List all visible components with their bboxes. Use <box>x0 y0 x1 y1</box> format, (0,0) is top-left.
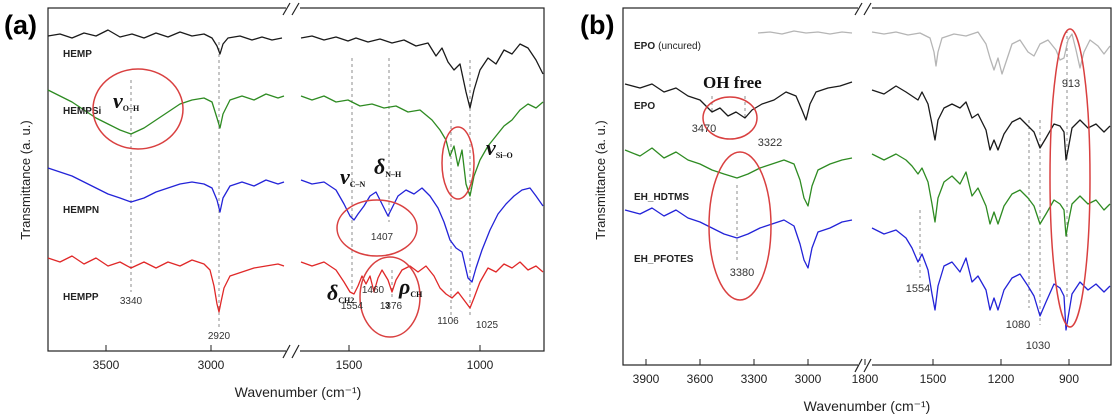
series-label-HEMPN: HEMPN <box>63 205 99 216</box>
peak-label-913: 913 <box>1062 78 1080 90</box>
peak-label-3380: 3380 <box>730 267 754 279</box>
series-label-EH_HDTMS: EH_HDTMS <box>634 192 689 203</box>
panel-a: (a) 3500 3000 1500 1000 Wavenumber (cm⁻¹… <box>4 2 545 400</box>
series-line-EH_PFOTES <box>624 207 1111 331</box>
tick-label: 1800 <box>852 372 879 386</box>
panel-b-peak-labels: 3470 3322 3380 1554 1080 1030 913 <box>692 78 1080 352</box>
panel-a-axis-break <box>282 2 300 359</box>
panel-a-tick-labels: 3500 3000 1500 1000 <box>93 358 494 372</box>
tick-label: 1500 <box>336 358 363 372</box>
peak-label-1554: 1554 <box>906 283 930 295</box>
panel-a-band-labels: νO–H νC–N δN–H νSi–O δCH2 ρCH 3 <box>113 88 513 310</box>
series-label-EH_PFOTES: EH_PFOTES <box>634 254 694 265</box>
peak-label-1376: 1376 <box>380 301 403 312</box>
series-line-EH_HDTMS <box>624 147 1111 237</box>
series-line-EPO-uncured <box>757 30 1111 75</box>
tick-label: 3900 <box>633 372 660 386</box>
highlight-3380 <box>708 151 772 301</box>
peak-label-2920: 2920 <box>208 331 231 342</box>
series-label-HEMP: HEMP <box>63 49 92 60</box>
panel-a-x-axis-label: Wavenumber (cm⁻¹) <box>235 384 362 400</box>
panel-b-series-labels: EPO (uncured) EPO EH_HDTMS EH_PFOTES <box>634 41 701 265</box>
panel-b-x-axis-label: Wavenumber (cm⁻¹) <box>804 398 931 414</box>
panel-b-frame <box>622 7 1112 366</box>
band-label-nh: δN–H <box>374 154 402 179</box>
panel-a-spectra <box>47 29 544 313</box>
tick-label: 1000 <box>467 358 494 372</box>
band-label-ch2: δCH2 <box>327 280 354 305</box>
tick-label: 3300 <box>741 372 768 386</box>
highlight-ch-region <box>359 256 421 338</box>
panel-b: (b) 3900 3600 3300 3000 1800 1500 <box>580 2 1112 414</box>
series-label-HEMPSi: HEMPSi <box>63 106 102 117</box>
tick-label: 3600 <box>687 372 714 386</box>
panel-b-ticks <box>645 359 1070 365</box>
panel-a-highlights <box>92 68 475 338</box>
peak-label-1080: 1080 <box>1006 319 1030 331</box>
series-label-HEMPP: HEMPP <box>63 292 99 303</box>
highlight-cn-nh <box>336 199 418 257</box>
band-label-sio: νSi–O <box>486 135 513 160</box>
panel-b-guides <box>711 30 1068 325</box>
peak-label-3322: 3322 <box>758 137 782 149</box>
panel-b-highlights <box>702 28 1091 328</box>
tick-label: 3500 <box>93 358 120 372</box>
highlight-oh-free <box>702 96 758 140</box>
panel-b-tick-labels: 3900 3600 3300 3000 1800 1500 1200 900 <box>633 372 1080 386</box>
panel-a-series-labels: HEMP HEMPSi HEMPN HEMPP <box>63 49 102 303</box>
tick-label: 900 <box>1059 372 1079 386</box>
tick-label: 3000 <box>198 358 225 372</box>
panel-b-axis-break <box>854 2 872 373</box>
series-line-HEMP <box>47 29 544 109</box>
series-line-EPO <box>624 81 1111 161</box>
annotation-oh-free: OH free <box>703 73 762 92</box>
series-line-HEMPN <box>47 167 544 283</box>
highlight-913 <box>1049 28 1091 328</box>
tick-label: 1200 <box>988 372 1015 386</box>
band-label-oh: νO–H <box>113 88 140 113</box>
peak-label-1554: 1554 <box>341 301 364 312</box>
band-label-ch3: ρCH <box>398 274 423 299</box>
series-label-EPO: EPO <box>634 101 655 112</box>
panel-a-label: (a) <box>4 10 37 40</box>
peak-label-1030: 1030 <box>1026 340 1050 352</box>
panel-b-spectra <box>624 30 1111 331</box>
peak-label-1407: 1407 <box>371 232 394 243</box>
highlight-sio <box>441 126 475 200</box>
series-label-EPO-uncured: EPO (uncured) <box>634 41 701 52</box>
series-line-HEMPP <box>47 255 544 313</box>
peak-label-3470: 3470 <box>692 123 716 135</box>
highlight-oh-stretch <box>92 68 184 150</box>
panel-b-label: (b) <box>580 10 614 40</box>
panel-a-peak-labels: 3340 2920 1554 1460 1376 1106 1025 1407 <box>120 232 499 342</box>
band-label-cn: νC–N <box>340 164 366 189</box>
panel-b-y-axis-label: Transmittance (a. u.) <box>593 120 608 239</box>
tick-label: 3000 <box>795 372 822 386</box>
band-label-ch3-subscript: 3 <box>385 301 390 310</box>
peak-label-1106: 1106 <box>437 316 459 327</box>
peak-label-1460: 1460 <box>362 285 385 296</box>
tick-label: 1500 <box>920 372 947 386</box>
panel-a-ticks <box>105 345 481 351</box>
peak-label-3340: 3340 <box>120 296 143 307</box>
peak-label-1025: 1025 <box>476 320 499 331</box>
panel-a-y-axis-label: Transmittance (a. u.) <box>18 120 33 239</box>
